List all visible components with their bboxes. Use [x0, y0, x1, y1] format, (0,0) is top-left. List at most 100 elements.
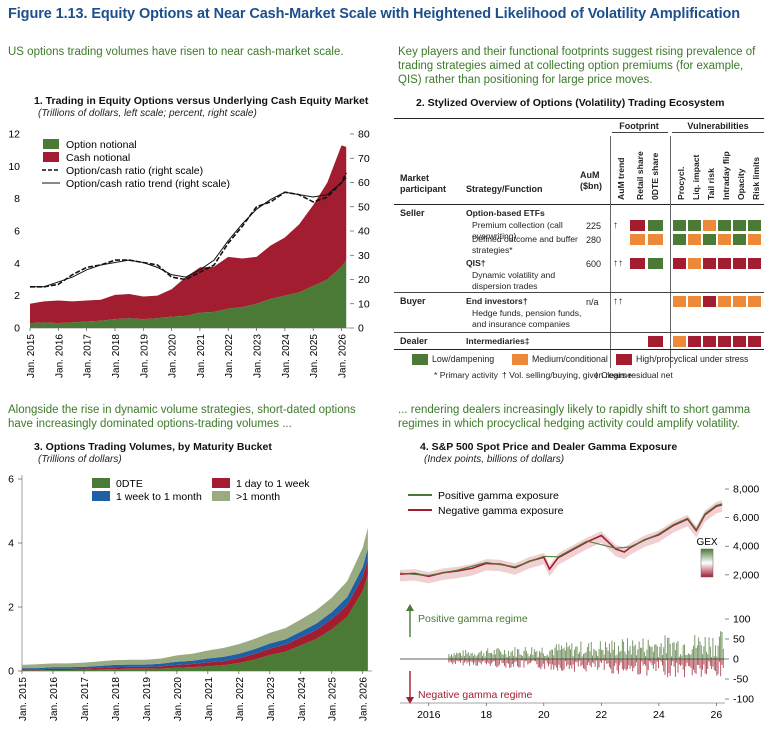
row-aum: 600: [586, 259, 602, 269]
panel1-xtick-label: Jan. 2019: [139, 334, 150, 378]
panel1-xtick-label: Jan. 2015: [26, 334, 37, 378]
footprint-sep-left: [610, 136, 611, 368]
vuln-cell: [673, 258, 686, 269]
intro-left-bottom: Alongside the rise in dynamic volume str…: [8, 404, 356, 430]
col-0dte-share: 0DTE share: [650, 152, 660, 200]
panel2-title: 2. Stylized Overview of Options (Volatil…: [416, 97, 725, 109]
vuln-cell: [748, 258, 761, 269]
panel4-arrow-up-head: [406, 604, 414, 611]
panel3-xtick-label: Jan. 2025: [328, 677, 339, 721]
row-strategy: Option-based ETFs: [466, 208, 545, 218]
panel3-title: 3. Options Trading Volumes, by Maturity …: [34, 441, 272, 453]
panel4-bottom-ytick: 100: [733, 614, 751, 626]
panel4-spx-positive-line: [399, 503, 723, 577]
row-strategy: QIS†: [466, 258, 486, 268]
panel1-legend-label: Cash notional: [66, 152, 130, 164]
header-strategy: Strategy/Function: [466, 184, 543, 194]
vuln-cell: [718, 336, 731, 347]
panel3-xtick-label: Jan. 2019: [142, 677, 153, 721]
panel1-ytick-right: 10: [358, 298, 370, 310]
vuln-cell: [718, 296, 731, 307]
panel3-xtick-label: Jan. 2016: [49, 677, 60, 721]
panel3-xtick-label: Jan. 2018: [111, 677, 122, 721]
vuln-cell: [688, 234, 701, 245]
panel1-ytick-right: 60: [358, 177, 370, 189]
header-aum: AuM ($bn): [580, 170, 602, 191]
panel3-xtick-label: Jan. 2020: [173, 677, 184, 721]
legend-label: Medium/conditional: [532, 354, 608, 364]
panel4-xtick-label: 2016: [417, 709, 441, 721]
col-vuln-5: Risk limits: [751, 157, 761, 200]
row-trend: ↑↑: [613, 258, 623, 269]
panel1-ytick-right: 30: [358, 250, 370, 262]
vuln-cell: [733, 336, 746, 347]
panel4-top-ytick: 6,000: [733, 512, 759, 524]
panel3-legend-key: [212, 491, 230, 501]
row-sep-buyer: [394, 292, 764, 293]
vuln-cell: [748, 220, 761, 231]
panel3-xtick-label: Jan. 2017: [80, 677, 91, 721]
row-participant: Dealer: [400, 336, 428, 346]
panel3-xtick-label: Jan. 2023: [266, 677, 277, 721]
panel1-chart: 0 2 4 6 8 10 12 0 10 20 30 40 50 60 70 80 Jan. 2015 Jan. …: [8, 129, 370, 378]
panel3-ytick: 4: [8, 538, 14, 550]
footprint-cell: [648, 336, 663, 347]
panel1-ytick-right: 0: [358, 323, 364, 335]
vuln-cell: [703, 336, 716, 347]
panel4-legend-positive: Positive gamma exposure: [438, 490, 559, 502]
legend-label: High/procyclical under stress: [636, 354, 749, 364]
col-vuln-3: Intraday flip: [721, 151, 731, 200]
row-strategy: Dynamic volatility and dispersion trades: [472, 270, 556, 291]
vuln-cell: [688, 258, 701, 269]
panel1-xtick-label: Jan. 2018: [111, 334, 122, 378]
panel1-xtick-label: Jan. 2024: [281, 334, 292, 378]
panel1-ytick-left: 8: [14, 193, 20, 205]
row-strategy: Premium collection (call overwriting): [472, 220, 563, 241]
vuln-cell: [688, 220, 701, 231]
legend-swatch-orange: [512, 354, 528, 365]
footprint-cell: [630, 220, 645, 231]
panel3-ytick: 6: [8, 474, 14, 486]
vuln-cell: [673, 336, 686, 347]
panel4-chart: 2,000 4,000 6,000 8,000 Positive gamma expos…: [399, 484, 759, 721]
panel4-bottom-ytick: -50: [733, 674, 748, 686]
panel1-ytick-left: 0: [14, 323, 20, 335]
legend-swatch-red: [616, 354, 632, 365]
panel3-area-gt1m: [22, 527, 368, 669]
panel4-top-ytick: 2,000: [733, 569, 759, 581]
panel1-xtick-label: Jan. 2026: [338, 334, 349, 378]
panel3-area-0dte: [22, 575, 368, 671]
row-participant: Seller: [400, 208, 425, 218]
vuln-cell: [703, 220, 716, 231]
row-aum: 280: [586, 235, 602, 245]
panel4-colorbar-label: GEX: [696, 537, 717, 548]
legend-note: * Primary activity: [434, 370, 498, 380]
panel3-xtick-label: Jan. 2024: [297, 677, 308, 721]
row-strategy: End investors†: [466, 296, 528, 306]
vuln-cell: [673, 220, 686, 231]
row-participant: Buyer: [400, 296, 426, 306]
panel3-chart: 0 2 4 6 Jan. 2015 Jan. 2016 Jan. 2017 Jan. 2018…: [8, 474, 372, 721]
panel2-table: Footprint Vulnerabilities Market participa…: [394, 118, 769, 398]
legend-note: ‡ Clears residual net: [594, 370, 673, 380]
panel1-ytick-left: 6: [14, 226, 20, 238]
panel1-ytick-right: 40: [358, 226, 370, 238]
panel4-top-ytick: 4,000: [733, 541, 759, 553]
vulnerabilities-header: Vulnerabilities: [687, 121, 749, 131]
legend-note: † Vol. selling/buying, given regime: [502, 370, 632, 380]
vuln-cell: [673, 296, 686, 307]
panel4-spx-negative-line: [399, 503, 723, 578]
panel1-xtick-label: Jan. 2016: [54, 334, 65, 378]
panel4-colorbar: [700, 548, 714, 578]
panel1-ytick-right: 80: [358, 129, 370, 141]
panel1-ratio-trend-line: [30, 177, 347, 288]
vuln-cell: [733, 258, 746, 269]
panel4-gamma-haze: [400, 500, 723, 584]
vuln-cell: [703, 234, 716, 245]
panel1-ytick-left: 2: [14, 290, 20, 302]
panel3-ytick: 0: [8, 666, 14, 678]
col-aum-trend: AuM trend: [616, 157, 626, 201]
vuln-cell: [688, 296, 701, 307]
table-header-rule: [394, 204, 764, 205]
panel4-legend-negative: Negative gamma exposure: [438, 505, 564, 517]
